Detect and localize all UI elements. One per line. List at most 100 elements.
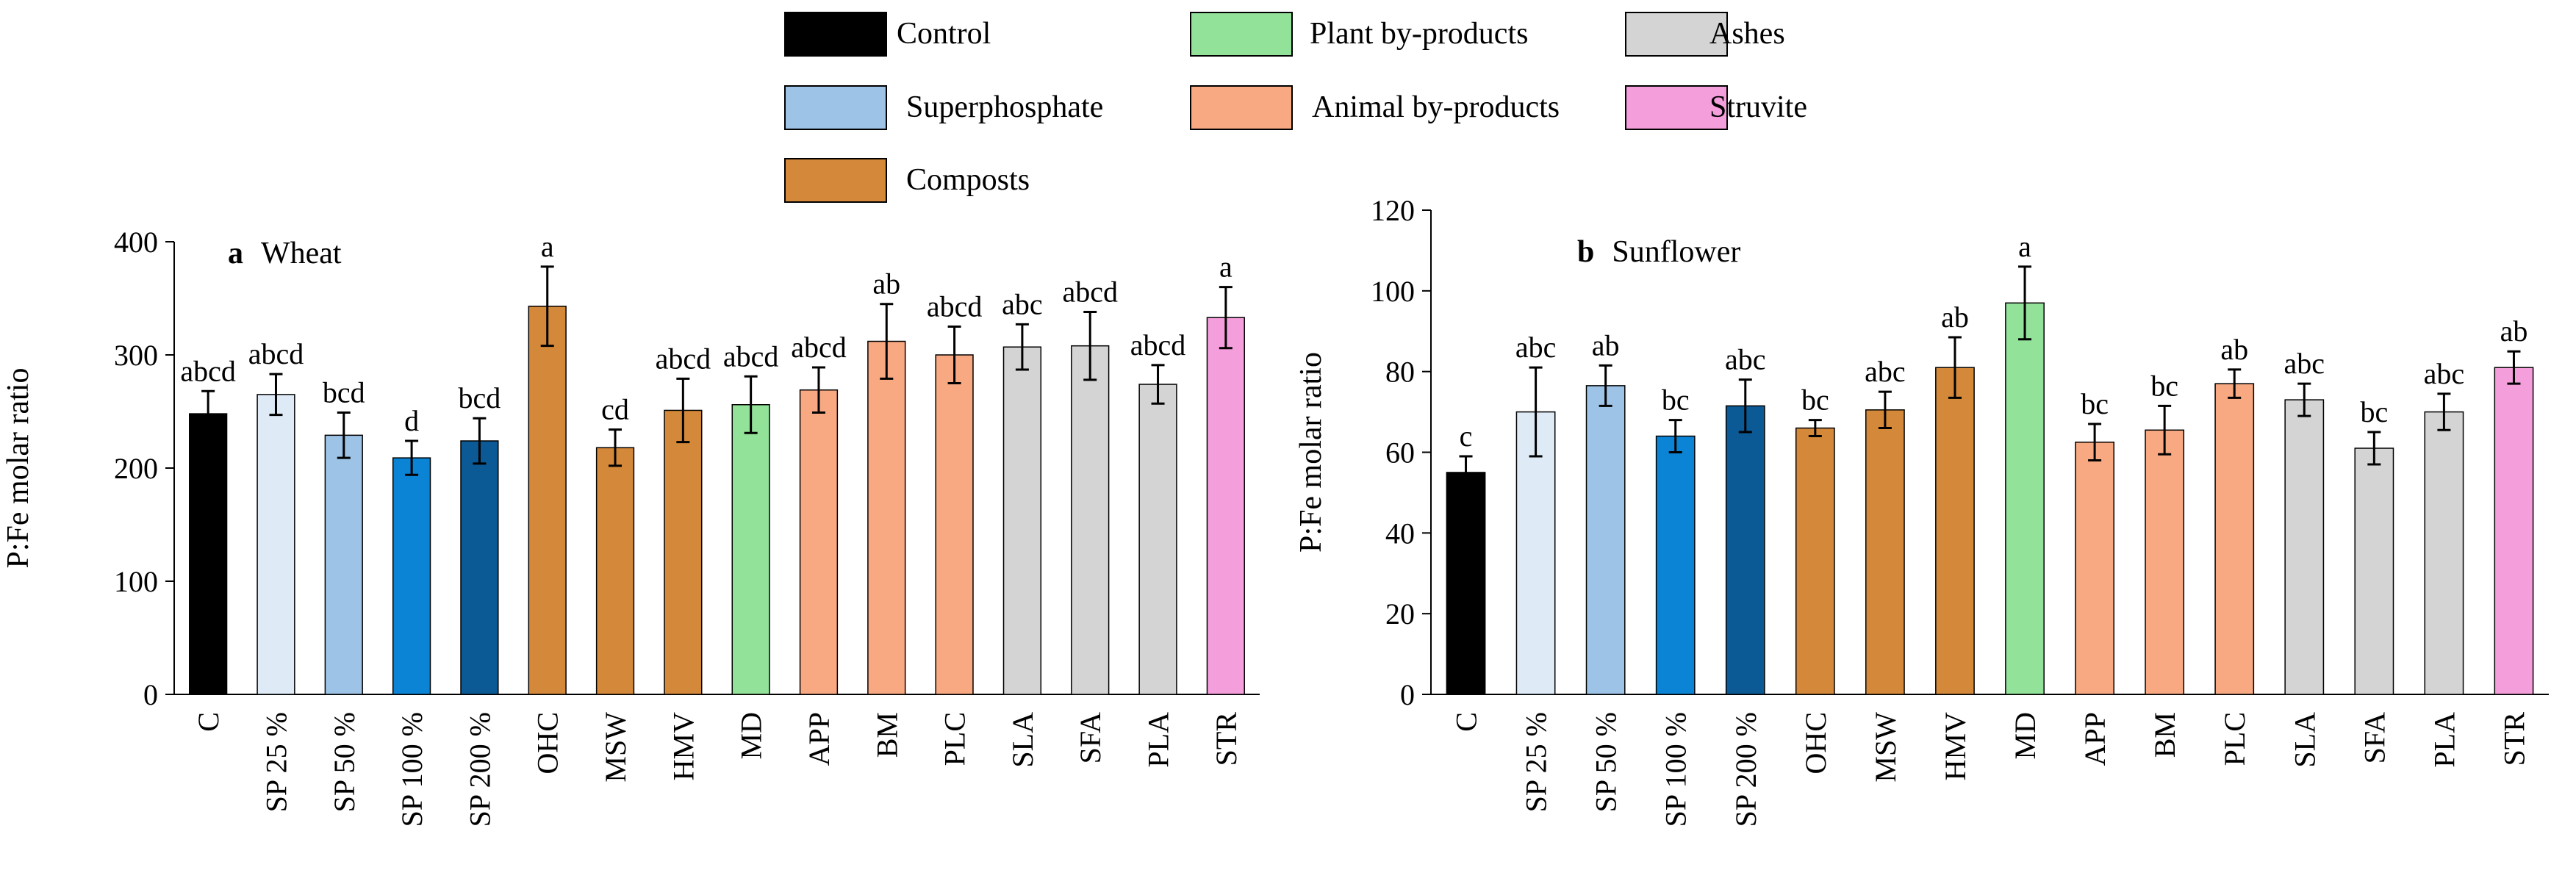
y-tick-label: 400: [114, 226, 158, 259]
x-tick-label: MSW: [1869, 712, 1902, 783]
significance-letter: abc: [2284, 347, 2325, 380]
x-tick-label: C: [1450, 712, 1483, 732]
legend-label-6: Ashes: [1709, 17, 1785, 51]
significance-letter: ab: [872, 267, 900, 301]
legend-label-5: Animal by-products: [1312, 90, 1560, 124]
x-tick-label: HMV: [667, 712, 700, 780]
x-tick-label: SP 25 %: [259, 712, 293, 812]
bar: [1935, 367, 1975, 695]
significance-letter: ab: [1592, 328, 1620, 362]
legend-swatch-1: [784, 12, 887, 57]
significance-letter: abc: [1865, 355, 1906, 388]
x-tick-label: HMV: [1939, 712, 1972, 780]
legend-swatch-5: [1190, 85, 1293, 130]
significance-letter: abcd: [791, 331, 847, 364]
x-tick-label: SP 100 %: [395, 712, 428, 827]
x-tick-label: STR: [2497, 712, 2530, 766]
significance-letter: a: [541, 230, 554, 263]
chart-title: b Sunflower: [1577, 235, 1740, 269]
x-tick-label: SFA: [2358, 712, 2391, 764]
y-tick-label: 60: [1385, 436, 1415, 470]
bar: [528, 306, 567, 695]
y-tick-label: 80: [1385, 356, 1415, 389]
bar: [1865, 409, 1905, 695]
significance-letter: c: [1460, 420, 1473, 453]
x-tick-label: APP: [803, 712, 836, 766]
x-tick-label: SP 200 %: [1729, 712, 1762, 827]
bar: [1585, 385, 1626, 695]
x-tick-label: OHC: [1799, 712, 1832, 774]
significance-letter: abcd: [180, 354, 236, 387]
bar: [2005, 302, 2045, 695]
x-tick-label: SLA: [1006, 712, 1039, 768]
bar: [1002, 346, 1042, 695]
legend: Control Superphosphate Composts Plant by-pr…: [784, 12, 1807, 203]
legend-label-2: Superphosphate: [906, 90, 1103, 124]
bar: [867, 340, 906, 695]
y-tick-label: 100: [114, 565, 158, 598]
legend-label-1: Control: [897, 17, 991, 51]
x-tick-label: SP 200 %: [463, 712, 496, 827]
chart-title: a Wheat: [228, 237, 342, 270]
significance-letter: abcd: [927, 290, 983, 323]
significance-letter: ab: [2220, 333, 2248, 366]
bar: [1446, 472, 1486, 695]
significance-letter: abcd: [248, 337, 304, 370]
y-tick-label: 100: [1371, 275, 1415, 308]
significance-letter: abcd: [1062, 275, 1118, 308]
x-tick-label: PLA: [2428, 712, 2461, 768]
x-tick-label: PLC: [939, 712, 972, 766]
chart-panel-b-sunflower: 0 20 40 60 80 100 120 P:Fe molar ratio b Sunflowe…: [1294, 194, 2549, 827]
bar: [1725, 405, 1765, 695]
y-tick-label: 40: [1385, 517, 1415, 550]
x-tick-label: SP 25 %: [1520, 712, 1553, 812]
significance-letter: abcd: [723, 339, 779, 373]
significance-letter: ab: [2500, 314, 2528, 348]
bar: [1515, 411, 1556, 695]
significance-letter: a: [2018, 230, 2031, 263]
bar: [799, 389, 839, 695]
x-tick-label: OHC: [531, 712, 564, 774]
bar: [1138, 384, 1177, 695]
x-tick-label: SP 50 %: [328, 712, 361, 812]
significance-letter: bcd: [323, 376, 365, 409]
significance-letter: d: [404, 404, 419, 437]
y-tick-label: 200: [114, 452, 158, 485]
significance-letter: bc: [2360, 395, 2388, 428]
bar: [2075, 442, 2114, 695]
y-tick-label: 300: [114, 339, 158, 372]
legend-label-3: Composts: [906, 163, 1030, 197]
significance-letter: bcd: [459, 381, 501, 414]
x-tick-label: PLA: [1142, 712, 1175, 768]
bar: [2424, 411, 2464, 695]
bar: [2145, 429, 2185, 695]
y-tick-label: 0: [143, 678, 158, 711]
y-tick-label: 20: [1385, 597, 1415, 630]
significance-letter: cd: [601, 393, 629, 426]
x-tick-label: SLA: [2288, 712, 2321, 768]
bar: [935, 354, 974, 695]
bar: [324, 434, 363, 695]
legend-swatch-7: [1625, 85, 1728, 130]
bar: [2494, 367, 2534, 695]
legend-swatch-6: [1625, 12, 1728, 57]
legend-swatch-3: [784, 158, 887, 203]
x-tick-label: MD: [2009, 712, 2042, 759]
legend-label-4: Plant by-products: [1310, 17, 1528, 51]
significance-letter: a: [1219, 251, 1233, 284]
bar: [1655, 435, 1696, 695]
x-tick-label: STR: [1210, 712, 1243, 766]
bar: [189, 413, 228, 695]
significance-letter: abc: [1725, 343, 1766, 376]
x-tick-label: APP: [2078, 712, 2112, 766]
significance-letter: abc: [1515, 331, 1557, 364]
legend-swatch-2: [784, 85, 887, 130]
significance-letter: bc: [1801, 384, 1829, 417]
significance-letter: abcd: [1130, 328, 1186, 362]
bar: [256, 394, 295, 695]
y-axis-title: P:Fe molar ratio: [1, 368, 35, 569]
significance-letter: bc: [2150, 369, 2178, 402]
bar: [2354, 447, 2394, 695]
bar: [1795, 427, 1835, 695]
